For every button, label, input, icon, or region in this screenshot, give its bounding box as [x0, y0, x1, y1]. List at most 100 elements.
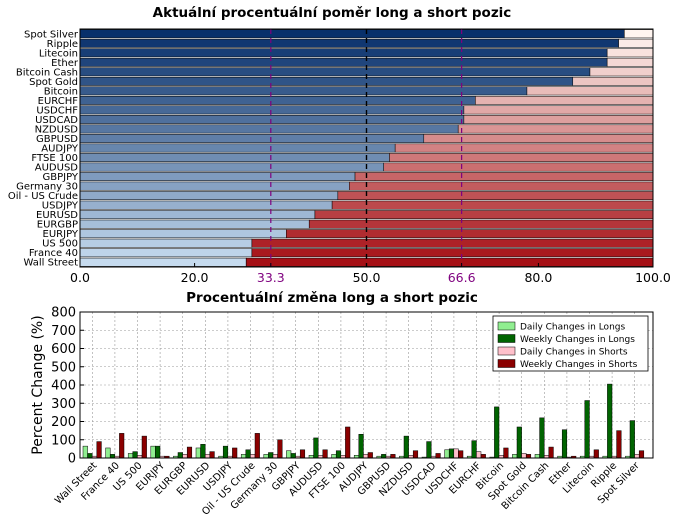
- change-bar: [453, 448, 459, 459]
- change-bar: [412, 450, 419, 459]
- change-bar: [290, 453, 296, 459]
- y-tick-label: 600: [51, 342, 76, 357]
- category-label: Spot Silver: [24, 29, 79, 40]
- change-bar: [150, 445, 156, 459]
- change-bar: [245, 449, 251, 459]
- legend-swatch: [497, 346, 516, 356]
- category-label: Germany 30: [16, 182, 78, 193]
- short-bar: [526, 86, 654, 96]
- bottom-chart-title: Procentuální změna long a short pozic: [186, 290, 478, 306]
- change-bar: [204, 454, 211, 459]
- change-bar: [629, 420, 635, 459]
- short-bar: [624, 29, 654, 39]
- change-bar: [182, 454, 188, 459]
- legend-label: Weekly Changes in Shorts: [520, 360, 638, 370]
- change-bar: [512, 454, 518, 459]
- change-bar: [119, 433, 125, 459]
- change-bar: [525, 454, 532, 459]
- y-tick-label: 800: [51, 306, 76, 321]
- legend: Daily Changes in Longs Weekly Changes in …: [492, 315, 649, 372]
- category-label: France 40: [29, 248, 78, 259]
- legend-label: Daily Changes in Shorts: [520, 348, 628, 358]
- long-bar: [79, 248, 253, 258]
- change-bar: [403, 435, 409, 459]
- category-label: Oil - US Crude: [8, 191, 78, 202]
- change-bar: [345, 426, 351, 459]
- change-bar: [186, 446, 193, 459]
- short-bar: [572, 76, 654, 86]
- legend-swatch: [497, 321, 516, 331]
- change-bar: [272, 454, 278, 459]
- change-bar: [277, 439, 283, 459]
- x-tick-label: 50.0: [353, 270, 381, 285]
- long-bar: [79, 153, 390, 162]
- change-bar: [381, 454, 387, 459]
- change-bar: [426, 441, 432, 459]
- bottom-plot-frame: [79, 311, 654, 459]
- category-label: AUDUSD: [35, 163, 79, 174]
- change-bar: [200, 444, 206, 459]
- change-bar: [444, 449, 450, 459]
- long-bar: [79, 76, 574, 86]
- long-bar: [79, 48, 608, 58]
- category-label: EURCHF: [38, 96, 79, 107]
- y-tick-label: 0: [68, 452, 76, 467]
- change-bar: [521, 453, 527, 459]
- change-bar: [141, 435, 147, 459]
- short-bar: [394, 143, 654, 153]
- category-label: USDJPY: [42, 201, 79, 212]
- change-bar: [331, 454, 337, 459]
- category-label: Bitcoin Cash: [16, 67, 78, 78]
- change-bar: [268, 452, 274, 459]
- short-bar: [337, 191, 654, 201]
- change-bar: [177, 452, 183, 459]
- short-bar: [606, 57, 654, 67]
- change-bar: [299, 449, 306, 459]
- short-bar: [314, 210, 654, 220]
- change-bar: [250, 454, 256, 459]
- long-bar: [79, 95, 476, 105]
- change-bar: [548, 446, 554, 459]
- change-bar: [638, 450, 645, 459]
- long-bar: [79, 200, 333, 210]
- y-tick-label: 200: [51, 415, 76, 430]
- long-bar: [79, 229, 287, 239]
- long-bar: [79, 86, 528, 96]
- category-label: US 500: [42, 239, 78, 250]
- change-bar: [435, 453, 441, 459]
- change-bar: [335, 450, 342, 459]
- bottom-chart: Procentuální změna long a short pozic 0 1…: [30, 290, 654, 516]
- category-label: Ether: [51, 58, 79, 69]
- long-bar: [79, 143, 396, 153]
- change-bar: [127, 453, 134, 459]
- change-bar: [494, 406, 500, 459]
- change-bar: [539, 417, 545, 459]
- short-bar: [589, 67, 654, 77]
- x-tick-label: 20.0: [181, 270, 209, 285]
- top-chart-title: Aktuální procentuální poměr long a short…: [153, 5, 512, 21]
- change-bar: [222, 445, 229, 459]
- short-bar: [389, 153, 654, 162]
- short-bar: [308, 219, 654, 229]
- change-bar: [584, 400, 590, 459]
- y-tick-label: 100: [51, 433, 76, 448]
- long-bar: [79, 115, 465, 124]
- change-bar: [448, 448, 455, 459]
- legend-label: Weekly Changes in Longs: [520, 335, 635, 345]
- long-bar: [79, 38, 619, 48]
- top-chart: Aktuální procentuální poměr long a short…: [8, 5, 671, 285]
- change-bar: [209, 451, 215, 459]
- x-tick-label: 66.6: [448, 270, 476, 285]
- change-bar: [313, 437, 319, 459]
- x-tick-label: 0.0: [70, 270, 90, 285]
- category-label: EURJPY: [43, 229, 79, 240]
- change-bar: [516, 426, 522, 459]
- category-label: EURUSD: [36, 210, 78, 221]
- change-bar: [358, 434, 364, 459]
- legend-box: [492, 315, 649, 372]
- change-bar: [263, 454, 269, 459]
- short-bar: [475, 95, 654, 105]
- y-tick-label: 700: [51, 324, 76, 339]
- long-bar: [79, 257, 247, 267]
- change-bar: [593, 449, 599, 459]
